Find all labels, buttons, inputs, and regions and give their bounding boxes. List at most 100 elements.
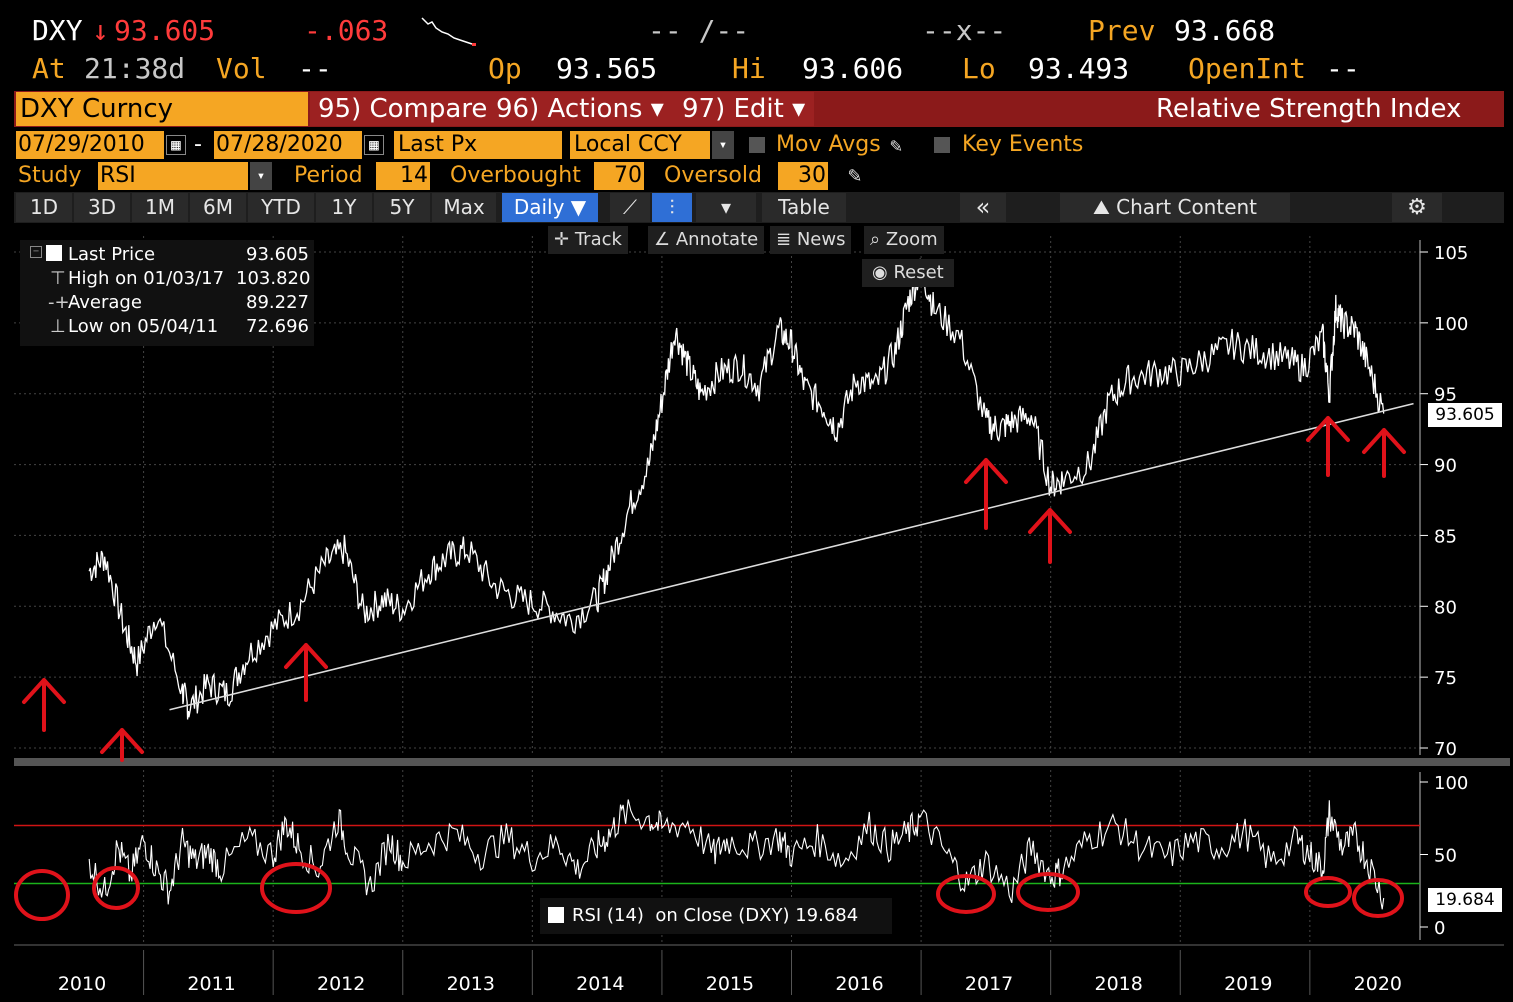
zoom-label: Zoom (885, 229, 938, 250)
table-button[interactable]: Table (762, 193, 846, 222)
prev-label: Prev (1088, 14, 1156, 47)
study-select[interactable]: RSI (98, 162, 248, 190)
chart-content-icon: ⛰ (1092, 195, 1117, 219)
edit-menu[interactable]: 97) Edit ▾ (674, 92, 814, 126)
x-tick-label: 2014 (576, 973, 624, 995)
annotate-button[interactable]: ∠ Annotate (648, 226, 765, 254)
annotation-arrow (100, 728, 144, 762)
x-tick-label: 2010 (58, 973, 106, 995)
annotate-icon: ∠ (654, 229, 676, 250)
reset-button[interactable]: ◉ Reset (862, 259, 954, 287)
track-label: Track (574, 229, 622, 250)
panel-divider (14, 758, 1510, 766)
bar-chart-icon[interactable]: ⫶ (652, 193, 692, 222)
study-dropdown-icon[interactable]: ▾ (250, 162, 272, 190)
oversold-input[interactable]: 30 (778, 162, 828, 190)
security-input[interactable]: DXY Curncy (16, 92, 308, 126)
rsi-legend-swatch (548, 907, 564, 923)
legend-average: 89.227 (246, 292, 309, 313)
price-field-select[interactable]: Last Px (394, 131, 562, 159)
collapse-icon[interactable]: « (960, 193, 1006, 222)
bid-ask-size: --x-- (922, 14, 1007, 47)
end-date-input[interactable]: 07/28/2020 (214, 131, 362, 159)
key-events-checkbox[interactable] (934, 137, 950, 153)
date-separator: - (194, 132, 202, 157)
overbought-input[interactable]: 70 (594, 162, 644, 190)
track-button[interactable]: ✛ Track (548, 226, 628, 254)
open-label: Op (488, 52, 522, 85)
annotation-circle (14, 869, 70, 921)
crosshair-icon: ✛ (554, 229, 575, 250)
annotation-arrow (22, 678, 66, 732)
high-label: Hi (732, 52, 766, 85)
start-date-input[interactable]: 07/29/2010 (16, 131, 164, 159)
annotation-arrow (1362, 428, 1406, 478)
range-tab-1y[interactable]: 1Y (316, 193, 372, 222)
mov-avgs-label: Mov Avgs (776, 132, 881, 157)
compare-button[interactable]: 95) Compare (310, 92, 492, 126)
range-tab-ytd[interactable]: YTD (248, 193, 314, 222)
actions-menu[interactable]: 96) Actions ▾ (488, 92, 676, 126)
study-label: Study (18, 163, 82, 188)
x-tick-label: 2012 (317, 973, 365, 995)
y-tick-label: 70 (1434, 739, 1457, 760)
vol-value: -- (298, 52, 332, 85)
chart-type-dropdown-icon[interactable]: ▾ (696, 193, 756, 222)
annotation-arrow (1306, 416, 1350, 477)
chart-content-button[interactable]: ⛰ Chart Content (1060, 193, 1290, 222)
currency-select[interactable]: Local CCY (570, 131, 710, 159)
news-button[interactable]: ≣ News (770, 226, 852, 254)
y-tick-label: 100 (1434, 314, 1468, 335)
legend-swatch (46, 245, 62, 261)
legend-low: 72.696 (246, 316, 309, 337)
range-tab-6m[interactable]: 6M (190, 193, 246, 222)
high-value: 93.606 (802, 52, 904, 85)
chart-content-label: Chart Content (1116, 195, 1258, 219)
trendline (169, 402, 1414, 711)
x-tick-label: 2016 (835, 973, 883, 995)
key-events-label: Key Events (962, 132, 1084, 157)
pencil-icon[interactable]: ✎ (890, 133, 903, 157)
rsi-legend-box (540, 898, 892, 934)
low-label: Lo (962, 52, 996, 85)
rsi-y-tick-label: 50 (1434, 846, 1457, 867)
period-input[interactable]: 14 (376, 162, 430, 190)
x-tick-label: 2015 (706, 973, 754, 995)
range-tab-5y[interactable]: 5Y (374, 193, 430, 222)
x-tick-label: 2019 (1224, 973, 1272, 995)
annotation-circle (1016, 872, 1080, 912)
mov-avgs-checkbox[interactable] (749, 137, 765, 153)
calendar-icon[interactable]: ▦ (166, 135, 186, 155)
down-arrow-icon: ↓ (92, 14, 109, 47)
study-title: Relative Strength Index (1156, 94, 1462, 124)
openint-value: -- (1326, 52, 1360, 85)
currency-dropdown-icon[interactable]: ▾ (712, 131, 734, 159)
y-tick-label: 80 (1434, 597, 1457, 618)
collapse-legend-icon[interactable]: − (30, 246, 42, 258)
price-change: -.063 (304, 14, 389, 47)
y-tick-label: 90 (1434, 456, 1457, 477)
zoom-button[interactable]: ⌕ Zoom (864, 226, 944, 254)
rsi-tag: 19.684 (1428, 888, 1502, 912)
legend-high-label: High on 01/03/17 (68, 268, 225, 289)
x-tick-label: 2020 (1354, 973, 1402, 995)
x-tick-label: 2018 (1095, 973, 1143, 995)
range-tab-1d[interactable]: 1D (16, 193, 72, 222)
range-tab-1m[interactable]: 1M (132, 193, 188, 222)
pencil-icon[interactable]: ✎ (848, 163, 862, 188)
line-chart-icon[interactable]: ⟋ (610, 193, 650, 222)
y-tick-label: 105 (1434, 243, 1468, 264)
oversold-label: Oversold (664, 163, 762, 188)
calendar-icon[interactable]: ▦ (364, 135, 384, 155)
at-label: At (32, 52, 66, 85)
rsi-y-tick-label: 0 (1434, 918, 1445, 939)
low-marker-icon: ⊥ (50, 316, 66, 337)
range-tab-max[interactable]: Max (432, 193, 496, 222)
range-tab-3d[interactable]: 3D (74, 193, 130, 222)
gear-icon[interactable]: ⚙ (1392, 193, 1442, 222)
annotation-arrow (964, 458, 1008, 530)
period-label: Period (294, 163, 363, 188)
openint-label: OpenInt (1188, 52, 1307, 85)
vol-label: Vol (216, 52, 267, 85)
interval-select[interactable]: Daily ▼ (502, 193, 598, 222)
